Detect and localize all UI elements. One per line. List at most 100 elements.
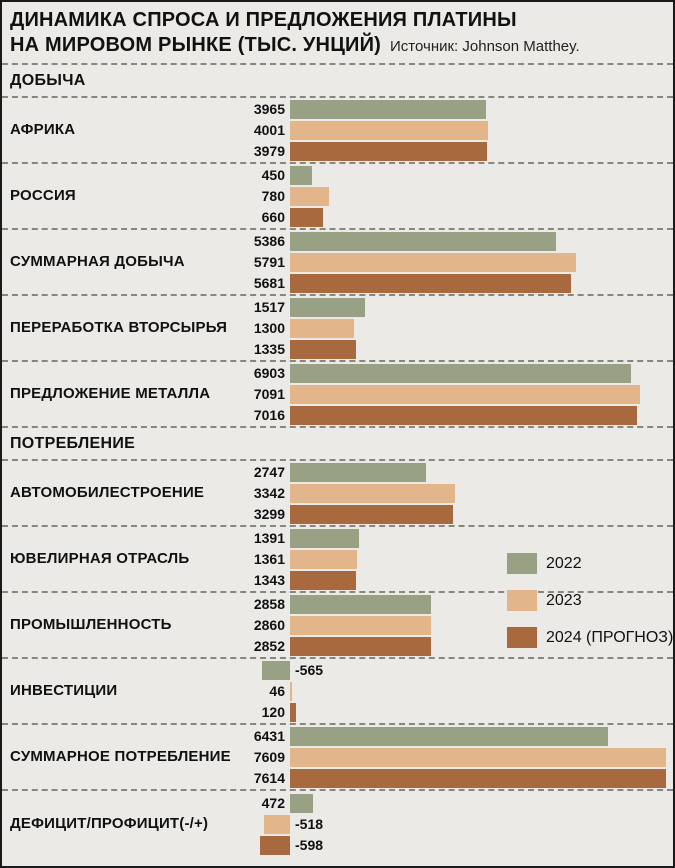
bar-group: 472 -518 -598 [250,793,673,855]
bar-series-2024 (ПРОГНОЗ) [290,207,323,227]
bar-group: 6903 7091 7016 [250,363,673,425]
chart-title-line1: ДИНАМИКА СПРОСА И ПРЕДЛОЖЕНИЯ ПЛАТИНЫ [10,9,517,31]
bar-series-2024 (ПРОГНОЗ) [290,339,356,359]
category-label: АФРИКА [10,121,76,139]
bar-series-2023 [290,483,455,503]
bar-series-2022 [290,528,359,548]
value-label: 7614 [253,769,285,786]
value-label: 1517 [253,298,285,315]
value-label: 46 [269,682,285,699]
bar-series-2024 (ПРОГНОЗ) [290,570,356,590]
category-label: СУММАРНОЕ ПОТРЕБЛЕНИЕ [10,748,231,766]
bar-series-2022 [290,363,631,383]
value-label: 3965 [253,100,285,117]
bar-group: 1391 1361 1343 [250,528,673,590]
chart-title-line2: НА МИРОВОМ РЫНКЕ (ТЫС. УНЦИЙ) [10,34,382,56]
bar-series-2023 [264,814,290,834]
value-label: 3342 [253,484,285,501]
value-label: 1361 [253,550,285,567]
value-label: 6903 [253,364,285,381]
category-label: СУММАРНАЯ ДОБЫЧА [10,253,185,271]
chart-row: АВТОМОБИЛЕСТРОЕНИЕ 2747 3342 3299 [2,461,673,527]
legend-swatch-2024 [507,627,537,648]
chart-row: ДЕФИЦИТ/ПРОФИЦИТ(-/+) 472 -518 -598 [2,791,673,857]
legend-label-2023: 2023 [546,591,582,609]
bar-series-2024 (ПРОГНОЗ) [290,504,453,524]
value-label: -518 [295,815,324,832]
value-label: 450 [261,166,285,183]
chart-row: ЮВЕЛИРНАЯ ОТРАСЛЬ 1391 1361 1343 [2,527,673,593]
section-header: ПОТРЕБЛЕНИЕ [2,428,673,461]
category-label: ИНВЕСТИЦИИ [10,682,118,700]
value-label: 6431 [253,727,285,744]
bar-series-2023 [290,384,640,404]
bar-series-2022 [262,660,290,680]
category-label: ЮВЕЛИРНАЯ ОТРАСЛЬ [10,550,190,568]
value-label: 3979 [253,142,285,159]
bar-series-2022 [290,793,313,813]
bar-series-2024 (ПРОГНОЗ) [290,702,296,722]
value-label: 780 [261,187,285,204]
bar-series-2024 (ПРОГНОЗ) [290,768,666,788]
chart-row: ПЕРЕРАБОТКА ВТОРСЫРЬЯ 1517 1300 1335 [2,296,673,362]
legend-swatch-2022 [507,553,537,574]
value-label: 2852 [253,637,285,654]
bar-series-2022 [290,231,556,251]
bar-series-2023 [290,120,488,140]
bar-group: 450 780 660 [250,165,673,227]
value-label: 4001 [253,121,285,138]
bar-series-2022 [290,165,312,185]
legend-label-2024: 2024 (ПРОГНОЗ) [546,628,674,646]
value-label: 1300 [253,319,285,336]
value-label: 5681 [253,274,285,291]
section-header: ДОБЫЧА [2,65,673,98]
bar-group: 1517 1300 1335 [250,297,673,359]
value-label: 7609 [253,748,285,765]
value-label: 1391 [253,529,285,546]
legend-swatch-2023 [507,590,537,611]
bar-group: 2858 2860 2852 [250,594,673,656]
value-label: 1335 [253,340,285,357]
value-label: 660 [261,208,285,225]
value-label: 1343 [253,571,285,588]
bar-series-2024 (ПРОГНОЗ) [290,273,571,293]
category-label: ПРЕДЛОЖЕНИЕ МЕТАЛЛА [10,385,211,403]
legend-item-2024: 2024 (ПРОГНОЗ) [507,627,673,648]
bar-series-2022 [290,462,426,482]
value-label: -598 [295,836,324,853]
chart-row: РОССИЯ 450 780 660 [2,164,673,230]
value-label: 7091 [253,385,285,402]
value-label: 3299 [253,505,285,522]
bar-series-2022 [290,99,486,119]
value-label: 2747 [253,463,285,480]
title-block: ДИНАМИКА СПРОСА И ПРЕДЛОЖЕНИЯ ПЛАТИНЫ НА… [2,2,673,65]
bar-group: -565 46 120 [250,660,673,722]
bar-group: 5386 5791 5681 [250,231,673,293]
value-label: 120 [261,703,285,720]
value-label: 2858 [253,595,285,612]
value-label: 5386 [253,232,285,249]
value-label: 5791 [253,253,285,270]
bar-series-2022 [290,594,431,614]
chart-row: АФРИКА 3965 4001 3979 [2,98,673,164]
chart-row: СУММАРНОЕ ПОТРЕБЛЕНИЕ 6431 7609 7614 [2,725,673,791]
legend-item-2022: 2022 [507,553,673,574]
category-label: ПРОМЫШЛЕННОСТЬ [10,616,172,634]
category-label: ПЕРЕРАБОТКА ВТОРСЫРЬЯ [10,319,228,337]
bar-series-2022 [290,726,608,746]
source-label: Источник: Johnson Matthey. [390,38,580,55]
category-label: РОССИЯ [10,187,76,205]
legend-label-2022: 2022 [546,554,582,572]
bar-group: 2747 3342 3299 [250,462,673,524]
legend: 2022 2023 2024 (ПРОГНОЗ) [507,553,673,664]
bar-series-2023 [290,747,666,767]
bar-series-2024 (ПРОГНОЗ) [290,141,487,161]
value-label: -565 [295,661,324,678]
category-label: АВТОМОБИЛЕСТРОЕНИЕ [10,484,205,502]
bar-series-2023 [290,615,431,635]
value-label: 472 [261,794,285,811]
chart-body: ДОБЫЧА АФРИКА 3965 4001 3979 РОССИЯ 450 780 660 С… [2,65,673,857]
bar-series-2022 [290,297,365,317]
bar-group: 6431 7609 7614 [250,726,673,788]
bar-series-2023 [290,549,357,569]
